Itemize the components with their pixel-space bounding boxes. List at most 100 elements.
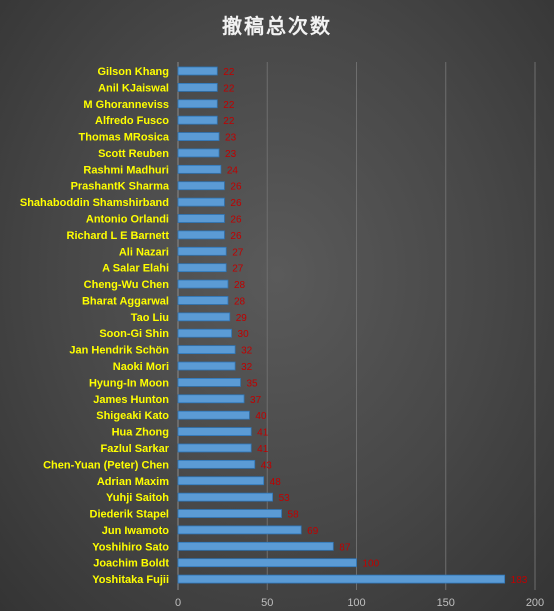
- bar: [177, 197, 225, 207]
- data-label: 24: [227, 165, 239, 176]
- category-label: Anil KJaiswal: [98, 82, 169, 94]
- bar: [177, 509, 282, 518]
- data-label: 32: [241, 362, 253, 373]
- data-label: 58: [288, 510, 300, 521]
- category-label: Chen-Yuan (Peter) Chen: [43, 459, 169, 471]
- data-label: 35: [246, 378, 258, 389]
- x-tick-label: 50: [261, 597, 273, 609]
- data-label: 22: [223, 67, 235, 78]
- chart-title: 撤稿总次数: [222, 14, 332, 38]
- data-label: 27: [232, 247, 244, 258]
- data-label: 26: [230, 215, 242, 226]
- bar: [177, 492, 274, 502]
- category-label: M Ghoranneviss: [83, 99, 169, 111]
- bar: [177, 132, 220, 141]
- bar: [177, 394, 245, 404]
- category-label: Scott Reuben: [98, 148, 169, 160]
- data-label: 22: [223, 100, 235, 111]
- category-label: Soon-Gi Shin: [99, 328, 169, 340]
- bar: [177, 230, 225, 240]
- data-label: 41: [257, 444, 269, 455]
- bar: [177, 574, 506, 584]
- category-label: Adrian Maxim: [97, 476, 169, 488]
- category-label: Ali Nazari: [119, 246, 169, 258]
- category-label: Thomas MRosica: [79, 132, 170, 144]
- data-label: 100: [363, 559, 380, 570]
- category-label: Naoki Mori: [113, 361, 169, 373]
- bar: [177, 214, 225, 223]
- data-label: 87: [339, 542, 351, 553]
- category-label: James Hunton: [93, 394, 169, 406]
- category-label: Diederik Stapel: [90, 509, 169, 521]
- bar: [177, 476, 265, 486]
- data-label: 43: [261, 460, 273, 471]
- category-label: Joachim Boldt: [93, 558, 169, 570]
- data-label: 23: [225, 149, 237, 160]
- category-label: Bharat Aggarwal: [82, 295, 169, 307]
- data-label: 37: [250, 395, 262, 406]
- category-label: Shahaboddin Shamshirband: [20, 197, 169, 209]
- data-label: 22: [223, 83, 235, 94]
- data-label: 69: [307, 526, 319, 537]
- category-label: Hyung-In Moon: [89, 377, 169, 389]
- bar: [177, 525, 302, 535]
- category-label: Jun Iwamoto: [102, 525, 170, 537]
- bar: [177, 427, 252, 436]
- data-label: 32: [241, 346, 253, 357]
- bar: [177, 181, 225, 191]
- category-label: PrashantK Sharma: [71, 181, 170, 193]
- bar: [177, 378, 241, 387]
- bar: [177, 99, 218, 109]
- data-label: 26: [230, 198, 242, 209]
- bar: [177, 328, 232, 338]
- data-label: 30: [238, 329, 250, 340]
- category-label: A Salar Elahi: [102, 263, 169, 275]
- data-label: 26: [230, 182, 242, 193]
- bar: [177, 263, 227, 273]
- bar: [177, 148, 220, 158]
- category-label: Alfredo Fusco: [95, 115, 169, 127]
- data-label: 28: [234, 296, 246, 307]
- bar: [177, 361, 236, 371]
- bar: [177, 164, 222, 174]
- data-label: 22: [223, 116, 235, 127]
- data-label: 48: [270, 477, 282, 488]
- category-label: Fazlul Sarkar: [101, 443, 170, 455]
- bar: [177, 443, 252, 453]
- bar: [177, 345, 236, 355]
- x-tick-label: 150: [437, 597, 455, 609]
- bar: [177, 66, 218, 76]
- bar: [177, 410, 250, 420]
- bar: [177, 312, 231, 322]
- data-label: 29: [236, 313, 248, 324]
- x-tick-label: 0: [175, 597, 181, 609]
- data-label: 28: [234, 280, 246, 291]
- category-label: Cheng-Wu Chen: [84, 279, 170, 291]
- category-label: Jan Hendrik Schön: [69, 345, 169, 357]
- category-label: Rashmi Madhuri: [83, 164, 169, 176]
- bar: [177, 279, 229, 289]
- bar: [177, 459, 256, 469]
- data-label: 40: [255, 411, 267, 422]
- bar: [177, 296, 229, 305]
- bar: [177, 541, 334, 551]
- category-label: Antonio Orlandi: [86, 214, 169, 226]
- category-label: Yuhji Saitoh: [106, 492, 169, 504]
- bar: [177, 246, 227, 256]
- category-label: Shigeaki Kato: [96, 410, 169, 422]
- category-label: Yoshitaka Fujii: [92, 574, 169, 586]
- bar: [177, 82, 218, 92]
- bar: [177, 558, 357, 568]
- data-label: 23: [225, 133, 237, 144]
- category-label: Yoshihiro Sato: [92, 541, 169, 553]
- bar: [177, 115, 218, 125]
- category-label: Richard L E Barnett: [67, 230, 170, 242]
- category-label: Tao Liu: [131, 312, 169, 324]
- category-label: Hua Zhong: [112, 427, 169, 439]
- data-label: 26: [230, 231, 242, 242]
- data-label: 41: [257, 428, 269, 439]
- data-label: 183: [511, 575, 528, 586]
- category-label: Gilson Khang: [98, 66, 170, 78]
